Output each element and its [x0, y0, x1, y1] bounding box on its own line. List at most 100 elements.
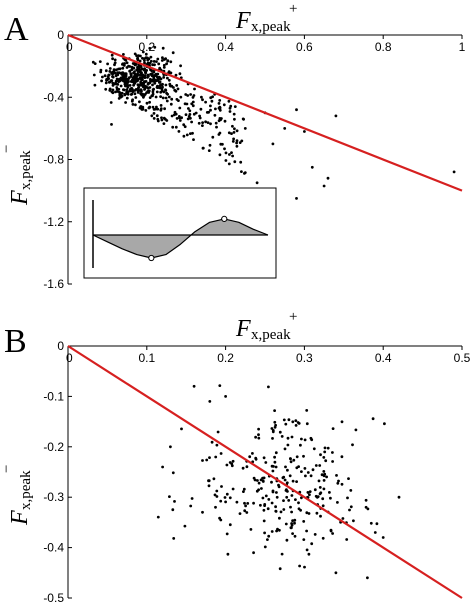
panel-b-point	[257, 427, 260, 431]
panel-b-point	[189, 504, 193, 508]
panel-b-point	[228, 461, 232, 464]
panel-a-y-tick-label: -1.6	[43, 277, 64, 291]
panel-a-point	[233, 127, 236, 131]
panel-b-point	[293, 534, 297, 538]
panel-b-point	[252, 501, 256, 505]
inset-positive-peak-marker	[221, 215, 228, 222]
panel-b-point	[270, 480, 273, 484]
panel-a-point	[134, 103, 137, 107]
panel-a-point	[243, 126, 247, 130]
panel-b-axes	[67, 345, 463, 599]
panel-a-point	[150, 114, 154, 118]
panel-a-point	[150, 72, 154, 75]
panel-b-point	[169, 445, 172, 449]
panel-b-point	[369, 521, 373, 525]
panel-b-point	[215, 443, 219, 447]
panel-a-point	[322, 184, 326, 188]
panel-a-point	[117, 80, 121, 83]
panel-b-point	[291, 519, 294, 523]
panel-a-point	[123, 72, 127, 76]
panel-b-point	[289, 457, 292, 460]
panel-b-point	[284, 422, 288, 426]
panel-a-point	[161, 96, 165, 100]
panel-a-point	[114, 90, 117, 94]
panel-b-point	[273, 460, 277, 464]
panel-a-point	[115, 86, 119, 89]
panel-b-point	[207, 484, 211, 488]
panel-a-point	[125, 96, 129, 100]
panel-b-point	[297, 501, 300, 505]
panel-b-point	[295, 480, 298, 483]
panel-b-y-tick-label: 0	[57, 339, 64, 353]
panel-b-point	[290, 494, 294, 497]
panel-a-point	[147, 91, 151, 94]
panel-a-label: A	[4, 11, 29, 48]
panel-a-point	[215, 125, 218, 129]
panel-a-point	[218, 108, 222, 112]
panel-b-point	[319, 514, 322, 518]
panel-b-point	[215, 489, 219, 493]
panel-b-point	[329, 496, 332, 500]
panel-b-point	[219, 452, 223, 455]
panel-a-point	[124, 101, 127, 104]
panel-b-point	[289, 460, 293, 464]
panel-b-point	[318, 464, 322, 467]
panel-a-y-title-main: F	[7, 190, 33, 206]
panel-a-point	[159, 95, 163, 98]
panel-b-point	[216, 430, 220, 434]
panel-a-point	[200, 95, 203, 99]
panel-b-point	[264, 461, 268, 464]
panel-b-point	[205, 458, 209, 462]
panel-b-y-title-sub: x,peak	[18, 470, 34, 510]
panel-a-point	[143, 76, 147, 79]
panel-b-point	[336, 501, 339, 504]
panel-b-point	[263, 545, 267, 549]
panel-a-point	[153, 78, 157, 82]
inset-waveform-fill	[93, 218, 268, 258]
panel-a-point	[191, 104, 195, 108]
panel-a-point	[255, 181, 259, 185]
panel-a-point	[218, 153, 222, 157]
panel-b-point	[242, 487, 246, 491]
panel-b-point	[285, 495, 289, 499]
panel-b-point	[302, 538, 306, 541]
panel-b-point	[259, 478, 263, 482]
panel-b-point	[383, 422, 386, 426]
panel-a-point	[171, 125, 175, 129]
panel-a-point	[133, 80, 137, 84]
panel-a-point	[113, 63, 116, 67]
panel-a-point	[209, 108, 212, 112]
panel-b-point	[312, 447, 316, 451]
panel-b-point	[347, 477, 350, 480]
panel-a-x-tick-label: 0.8	[375, 40, 392, 54]
panel-a-y-title-sup: −	[0, 145, 15, 153]
panel-a-point	[138, 89, 141, 92]
panel-a-axes	[67, 34, 463, 285]
panel-a-point	[230, 151, 233, 155]
panel-b-point	[300, 496, 303, 500]
panel-b-point	[286, 468, 289, 472]
panel-b-y-tick-label: -0.5	[43, 591, 64, 604]
panel-a-point	[201, 124, 204, 127]
panel-a-point	[240, 170, 243, 174]
panel-a-point	[152, 108, 156, 111]
panel-a-y-tick-label: -0.4	[43, 90, 64, 104]
panel-a-x-tick-label: 1	[459, 40, 466, 54]
panel-a-point	[121, 62, 125, 66]
panel-b-y-tick-label: -0.1	[43, 389, 64, 403]
panel-a-point	[224, 159, 228, 162]
panel-b-point	[225, 492, 229, 496]
panel-b-point	[224, 395, 228, 398]
panel-a-point	[159, 104, 163, 107]
panel-b-point	[180, 427, 183, 431]
panel-a-point	[153, 63, 156, 67]
panel-a-point	[159, 90, 163, 94]
panel-a-point	[178, 106, 182, 110]
panel-a-point	[131, 103, 135, 106]
panel-a-y-tick-label: -0.8	[43, 153, 64, 167]
panel-a-point	[177, 130, 181, 133]
panel-b-point	[336, 481, 340, 485]
panel-a-point	[160, 59, 164, 62]
panel-a-point	[189, 93, 193, 96]
panel-a-point	[140, 67, 144, 71]
